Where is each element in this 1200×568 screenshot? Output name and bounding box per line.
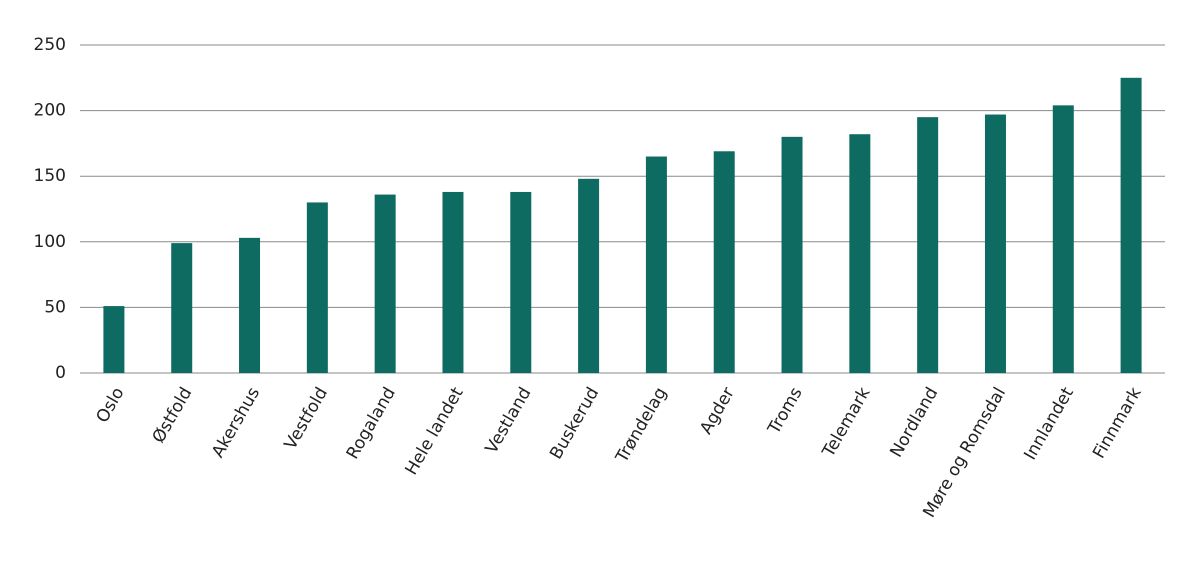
x-tick-label: Innlandet xyxy=(1020,384,1078,464)
x-tick-label: Trøndelag xyxy=(612,384,671,467)
x-tick-label: Hele landet xyxy=(401,384,467,479)
bar xyxy=(984,114,1006,373)
x-tick-label: Rogaland xyxy=(343,384,400,463)
x-tick-label: Troms xyxy=(764,384,807,439)
y-tick-label: 200 xyxy=(34,101,66,121)
x-tick-label: Telemark xyxy=(818,384,874,462)
x-tick-label: Akershus xyxy=(208,384,264,461)
bar xyxy=(103,306,125,373)
y-tick-label: 250 xyxy=(34,35,66,55)
bar xyxy=(510,191,532,373)
bar xyxy=(1052,105,1074,374)
y-tick-label: 50 xyxy=(44,297,66,317)
bar xyxy=(917,117,939,373)
x-tick-label: Nordland xyxy=(886,384,942,461)
x-tick-label: Vestland xyxy=(482,384,536,457)
y-tick-label: 0 xyxy=(55,363,66,383)
x-tick-label: Buskerud xyxy=(546,384,603,463)
y-tick-label: 150 xyxy=(34,166,66,186)
bar xyxy=(645,156,667,373)
bar xyxy=(171,243,193,373)
bar xyxy=(442,191,464,373)
x-tick-label: Østfold xyxy=(149,384,197,447)
x-tick-label: Finnmark xyxy=(1089,384,1146,462)
x-tick-label: Agder xyxy=(696,384,739,438)
bar xyxy=(306,202,328,373)
bar xyxy=(239,237,261,373)
bar xyxy=(1120,77,1142,374)
bar xyxy=(578,178,600,373)
x-tick-label: Vestfold xyxy=(281,384,332,453)
bar xyxy=(781,136,803,373)
bar xyxy=(713,151,735,373)
bar xyxy=(374,194,396,373)
y-tick-label: 100 xyxy=(34,232,66,252)
x-tick-label: Oslo xyxy=(93,384,129,426)
bar xyxy=(849,134,871,373)
